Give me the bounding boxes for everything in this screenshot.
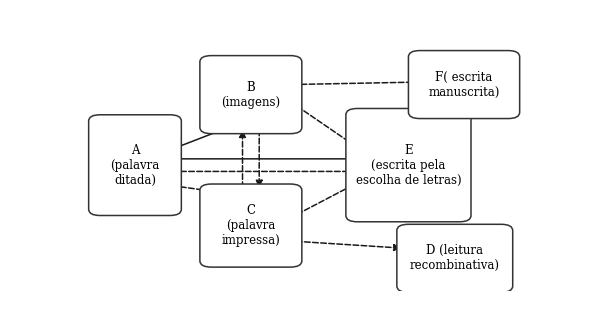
Text: D (leitura
recombinativa): D (leitura recombinativa) [410, 244, 500, 272]
FancyBboxPatch shape [408, 51, 520, 119]
FancyBboxPatch shape [89, 115, 181, 215]
Text: C
(palavra
impressa): C (palavra impressa) [221, 204, 280, 247]
Text: A
(palavra
ditada): A (palavra ditada) [111, 144, 160, 187]
Text: F( escrita
manuscrita): F( escrita manuscrita) [428, 71, 500, 98]
FancyBboxPatch shape [346, 109, 471, 222]
FancyBboxPatch shape [200, 56, 302, 134]
Text: B
(imagens): B (imagens) [221, 81, 280, 109]
Text: E
(escrita pela
escolha de letras): E (escrita pela escolha de letras) [356, 144, 461, 187]
FancyBboxPatch shape [397, 224, 512, 292]
FancyBboxPatch shape [200, 184, 302, 267]
